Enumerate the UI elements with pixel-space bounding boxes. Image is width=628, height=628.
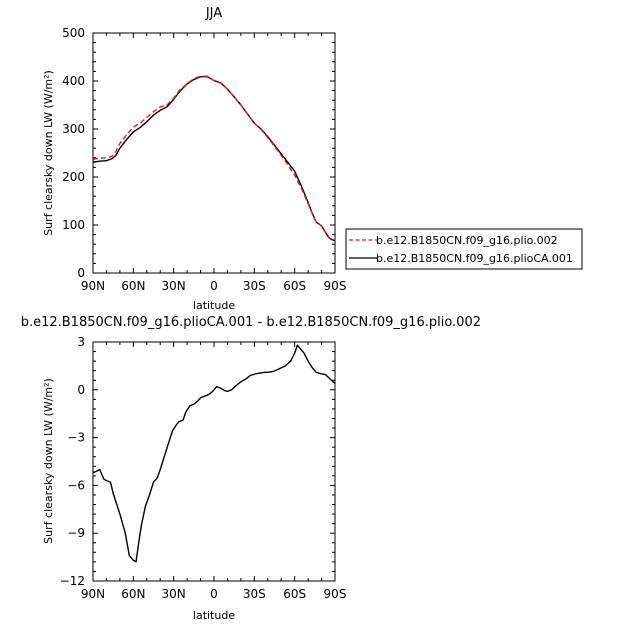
bottom-plot-frame [92, 341, 336, 582]
bottom-y-tick-label: −6 [67, 478, 85, 492]
top-x-tick-label: 60S [283, 279, 306, 293]
bottom-x-axis-title: latitude [193, 609, 235, 622]
top-panel: JJA 90N 60N 30N 0 30S 60S 90S0100200300400500 … [42, 6, 346, 312]
top-x-tick-label: 0 [210, 279, 218, 293]
bottom-y-axis-title: Surf clearsky down LW (W/m²) [42, 378, 55, 544]
bottom-plot-area: 90N 60N 30N 0 30S 60S 90S −12 −9 −6 −3 0 3 [60, 335, 347, 601]
top-y-tick-label: 400 [62, 74, 85, 88]
top-y-tick-label: 300 [62, 122, 85, 136]
bottom-x-tick-label: 60S [283, 587, 306, 601]
top-x-axis-title: latitude [193, 299, 235, 312]
top-y-axis-title: Surf clearsky down LW (W/m²) [42, 70, 55, 236]
bottom-y-tick-label: −12 [60, 574, 85, 588]
bottom-y-tick-label: 3 [77, 335, 85, 349]
bottom-x-tick-label: 90N [81, 587, 105, 601]
bottom-x-tick-label: 90S [324, 587, 347, 601]
top-y-tick-label: 200 [62, 170, 85, 184]
top-plot-area: 90N 60N 30N 0 30S 60S 90S 0 100 200 300 400 500 [62, 26, 346, 293]
bottom-x-tick-label: 0 [210, 587, 218, 601]
bottom-y-tick-label: 0 [77, 383, 85, 397]
legend-box [345, 228, 583, 270]
bottom-panel: b.e12.B1850CN.f09_g16.plioCA.001 - b.e12… [21, 315, 481, 622]
top-x-tick-label: 30S [243, 279, 266, 293]
legend: b.e12.B1850CN.f09_g16.plio.002 b.e12.B18… [345, 228, 583, 270]
bottom-y-tick-label: −9 [67, 526, 85, 540]
top-plot-frame [92, 32, 336, 274]
top-panel-title: JJA [205, 6, 222, 21]
bottom-x-tick-label: 30S [243, 587, 266, 601]
top-x-tick-label: 30N [162, 279, 186, 293]
top-series-line-1 [92, 75, 336, 242]
top-y-tick-label: 500 [62, 26, 85, 40]
legend-label-plioCA: b.e12.B1850CN.f09_g16.plioCA.001 [376, 252, 573, 265]
bottom-series-line-0 [92, 344, 336, 563]
top-y-tick-label: 100 [62, 218, 85, 232]
top-series-line-0 [92, 75, 336, 242]
bottom-y-tick-label: −3 [67, 431, 85, 445]
legend-label-plio: b.e12.B1850CN.f09_g16.plio.002 [376, 234, 558, 247]
bottom-panel-title: b.e12.B1850CN.f09_g16.plioCA.001 - b.e12… [21, 315, 481, 330]
top-x-tick-label: 90N [81, 279, 105, 293]
top-y-tick-label: 0 [77, 266, 85, 280]
bottom-x-tick-label: 60N [121, 587, 145, 601]
top-x-tick-label: 60N [121, 279, 145, 293]
top-x-tick-label: 90S [324, 279, 347, 293]
bottom-x-tick-label: 30N [162, 587, 186, 601]
